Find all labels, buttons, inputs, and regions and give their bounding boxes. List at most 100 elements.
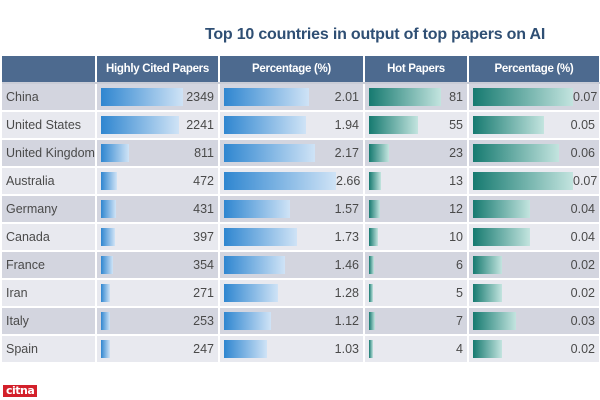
hot-percentage-bar bbox=[473, 340, 502, 358]
hc-percentage-value: 2.17 bbox=[334, 146, 359, 160]
hot-percentage-bar bbox=[473, 116, 545, 134]
hot-percentage-value: 0.07 bbox=[573, 90, 598, 104]
hc-percentage-value: 1.57 bbox=[334, 202, 359, 216]
hot-percentage-value: 0.04 bbox=[570, 230, 595, 244]
hot-papers-bar bbox=[369, 340, 373, 358]
hot-papers-cell: 10 bbox=[364, 223, 469, 252]
highly-cited-bar bbox=[101, 312, 110, 330]
hot-papers-cell: 81 bbox=[364, 83, 469, 112]
hot-percentage-cell: 0.02 bbox=[468, 335, 600, 364]
highly-cited-bar bbox=[101, 116, 180, 134]
hc-percentage-value: 1.28 bbox=[334, 286, 359, 300]
header-highly-cited: Highly Cited Papers bbox=[96, 56, 220, 84]
chart-title: Top 10 countries in output of top papers… bbox=[204, 26, 546, 43]
hot-percentage-cell: 0.04 bbox=[468, 223, 600, 252]
hot-papers-value: 6 bbox=[456, 258, 463, 272]
header-hc-percentage: Percentage (%) bbox=[219, 56, 365, 84]
hc-percentage-bar bbox=[224, 256, 286, 274]
table-row: China 2349 2.01 81 0.07 bbox=[2, 83, 600, 112]
hc-percentage-value: 1.94 bbox=[334, 118, 359, 132]
hc-percentage-bar bbox=[224, 284, 278, 302]
country-cell: Spain bbox=[2, 335, 97, 364]
hc-percentage-value: 2.01 bbox=[334, 90, 359, 104]
hot-papers-value: 5 bbox=[456, 286, 463, 300]
hc-percentage-cell: 2.66 bbox=[219, 167, 365, 196]
country-cell: Iran bbox=[2, 279, 97, 308]
hot-papers-value: 4 bbox=[456, 342, 463, 356]
table-row: United States 2241 1.94 55 0.05 bbox=[2, 111, 600, 140]
hot-percentage-cell: 0.02 bbox=[468, 279, 600, 308]
hc-percentage-value: 2.66 bbox=[336, 174, 361, 188]
highly-cited-bar bbox=[101, 284, 111, 302]
hot-papers-cell: 23 bbox=[364, 139, 469, 168]
table-row: France 354 1.46 6 0.02 bbox=[2, 251, 600, 280]
hot-percentage-value: 0.04 bbox=[570, 202, 595, 216]
hot-percentage-cell: 0.06 bbox=[468, 139, 600, 168]
hot-papers-value: 81 bbox=[449, 90, 463, 104]
highly-cited-bar bbox=[101, 172, 118, 190]
highly-cited-cell: 431 bbox=[96, 195, 220, 224]
hc-percentage-cell: 2.01 bbox=[219, 83, 365, 112]
table-row: Australia 472 2.66 13 0.07 bbox=[2, 167, 600, 196]
hc-percentage-bar bbox=[224, 200, 291, 218]
hc-percentage-cell: 1.94 bbox=[219, 111, 365, 140]
hot-papers-bar bbox=[369, 172, 381, 190]
table-row: Spain 247 1.03 4 0.02 bbox=[2, 335, 600, 364]
header-hot-papers: Hot Papers bbox=[364, 56, 469, 84]
hot-percentage-bar bbox=[473, 172, 573, 190]
table-row: United Kingdom 811 2.17 23 0.06 bbox=[2, 139, 600, 168]
table-row: Italy 253 1.12 7 0.03 bbox=[2, 307, 600, 336]
hc-percentage-bar bbox=[224, 312, 272, 330]
hot-papers-bar bbox=[369, 312, 376, 330]
country-cell: Australia bbox=[2, 167, 97, 196]
country-cell: United Kingdom bbox=[2, 139, 97, 168]
hot-percentage-cell: 0.04 bbox=[468, 195, 600, 224]
highly-cited-cell: 397 bbox=[96, 223, 220, 252]
hot-papers-bar bbox=[369, 116, 418, 134]
hc-percentage-cell: 1.57 bbox=[219, 195, 365, 224]
header-row: Highly Cited Papers Percentage (%) Hot P… bbox=[2, 56, 600, 84]
hot-papers-bar bbox=[369, 228, 378, 246]
hot-percentage-value: 0.02 bbox=[570, 258, 595, 272]
hot-papers-cell: 6 bbox=[364, 251, 469, 280]
hot-percentage-cell: 0.07 bbox=[468, 83, 600, 112]
highly-cited-value: 2349 bbox=[186, 90, 214, 104]
hc-percentage-bar bbox=[224, 228, 297, 246]
hc-percentage-cell: 1.12 bbox=[219, 307, 365, 336]
highly-cited-value: 397 bbox=[193, 230, 214, 244]
hot-percentage-value: 0.02 bbox=[570, 286, 595, 300]
hot-papers-value: 13 bbox=[449, 174, 463, 188]
hot-percentage-bar bbox=[473, 312, 516, 330]
hc-percentage-value: 1.46 bbox=[334, 258, 359, 272]
hot-percentage-value: 0.03 bbox=[570, 314, 595, 328]
highly-cited-bar bbox=[101, 340, 110, 358]
hot-papers-value: 10 bbox=[449, 230, 463, 244]
hot-papers-value: 23 bbox=[449, 146, 463, 160]
hc-percentage-cell: 1.46 bbox=[219, 251, 365, 280]
hc-percentage-cell: 1.03 bbox=[219, 335, 365, 364]
highly-cited-cell: 247 bbox=[96, 335, 220, 364]
hot-papers-bar bbox=[369, 256, 375, 274]
highly-cited-value: 431 bbox=[193, 202, 214, 216]
hot-percentage-bar bbox=[473, 228, 531, 246]
hc-percentage-bar bbox=[224, 144, 316, 162]
highly-cited-cell: 253 bbox=[96, 307, 220, 336]
hc-percentage-cell: 2.17 bbox=[219, 139, 365, 168]
hot-percentage-bar bbox=[473, 144, 559, 162]
hot-papers-cell: 12 bbox=[364, 195, 469, 224]
highly-cited-bar bbox=[101, 200, 117, 218]
hot-papers-cell: 13 bbox=[364, 167, 469, 196]
table-body: China 2349 2.01 81 0.07 United States 2241 1.94… bbox=[2, 83, 600, 364]
hot-percentage-bar bbox=[473, 200, 531, 218]
hot-percentage-cell: 0.07 bbox=[468, 167, 600, 196]
hc-percentage-bar bbox=[224, 172, 336, 190]
table-row: Iran 271 1.28 5 0.02 bbox=[2, 279, 600, 308]
highly-cited-cell: 472 bbox=[96, 167, 220, 196]
highly-cited-bar bbox=[101, 228, 115, 246]
highly-cited-bar bbox=[101, 256, 114, 274]
hot-percentage-bar bbox=[473, 256, 502, 274]
country-cell: China bbox=[2, 83, 97, 112]
hc-percentage-cell: 1.28 bbox=[219, 279, 365, 308]
highly-cited-bar bbox=[101, 88, 183, 106]
hc-percentage-bar bbox=[224, 340, 268, 358]
